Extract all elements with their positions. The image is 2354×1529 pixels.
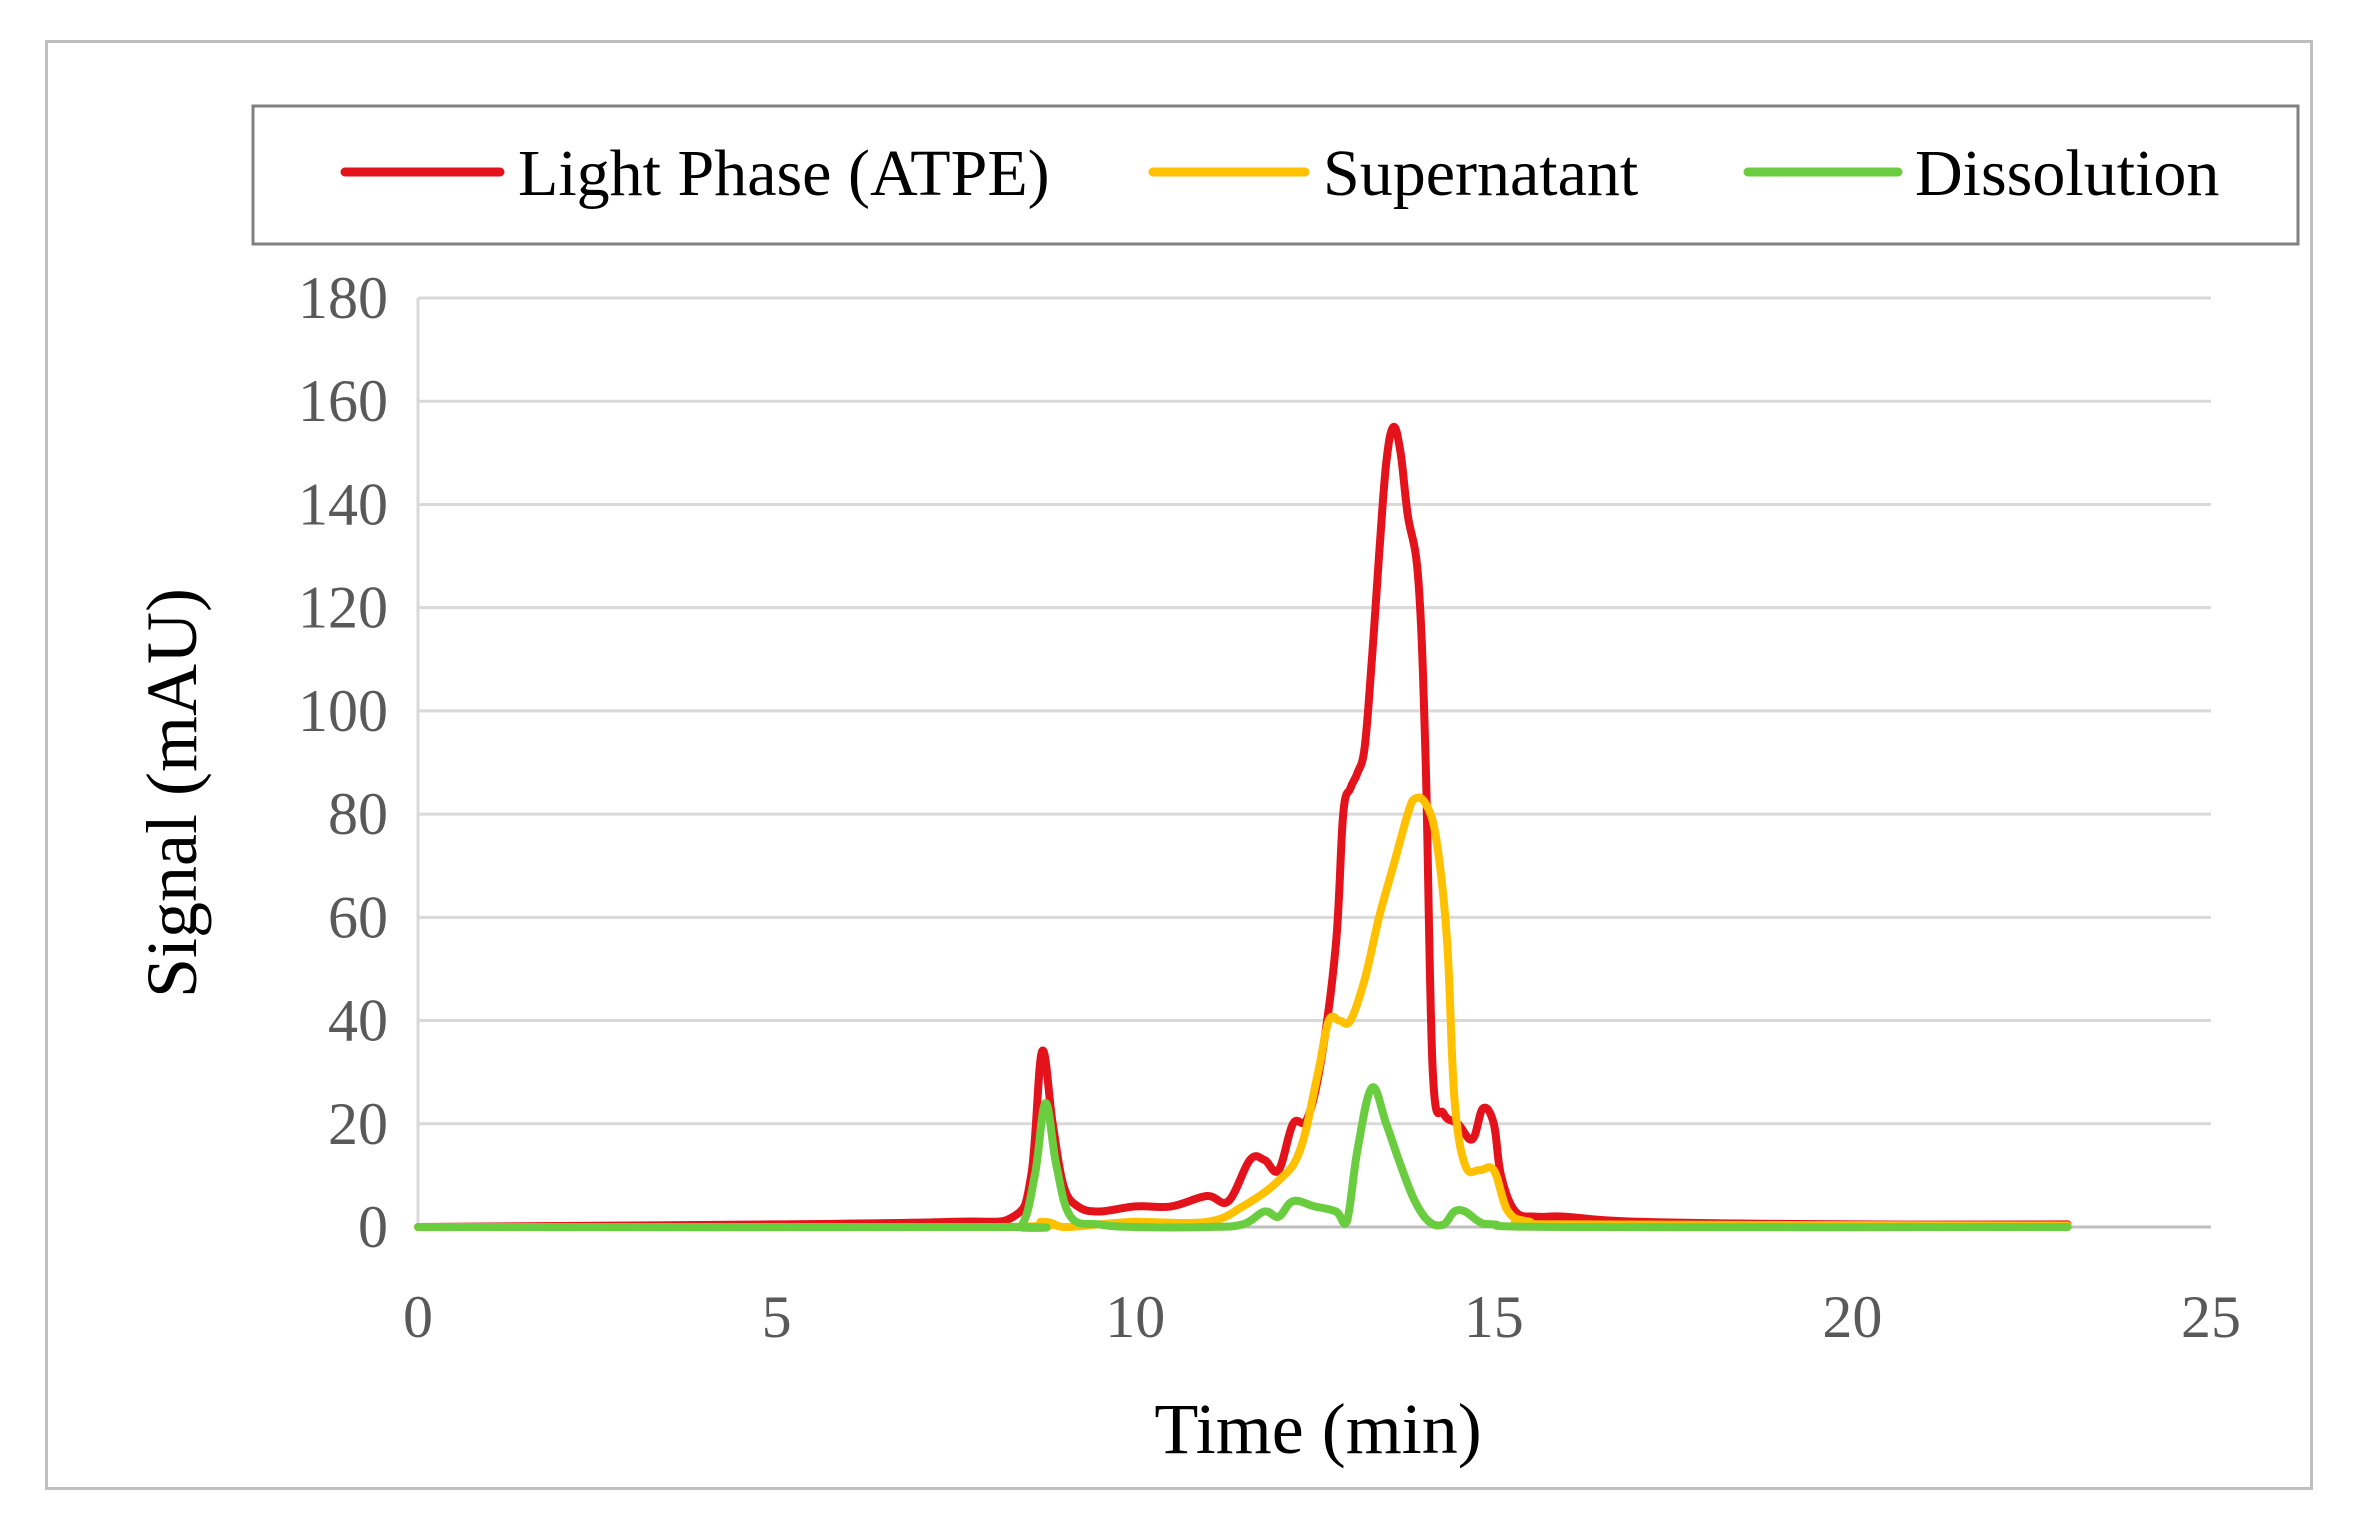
x-tick-label-25: 25 [2181,1284,2241,1350]
x-tick-labels: 0 5 10 15 20 25 [403,1284,2241,1350]
y-tick-label-160: 160 [298,368,388,434]
y-tick-labels: 0 20 40 60 80 100 120 140 160 180 [298,265,388,1260]
x-tick-label-20: 20 [1822,1284,1882,1350]
y-tick-label-40: 40 [328,988,388,1054]
chart-frame: Light Phase (ATPE) Supernatant Dissoluti… [45,40,2313,1490]
x-tick-label-10: 10 [1105,1284,1165,1350]
legend-label-supernatant: Supernatant [1323,137,1638,210]
x-tick-label-5: 5 [762,1284,792,1350]
series-line-light-phase-atpe [414,422,2072,1231]
y-tick-label-60: 60 [328,884,388,950]
y-tick-label-0: 0 [358,1194,388,1260]
y-tick-label-20: 20 [328,1091,388,1157]
legend: Light Phase (ATPE) Supernatant Dissoluti… [251,104,2300,246]
y-axis-title: Signal (mAU) [132,588,212,998]
gridlines [416,296,2211,1229]
series-lines [414,422,2072,1232]
series-line-dissolution [414,1083,2072,1232]
y-tick-label-80: 80 [328,781,388,847]
x-axis-title: Time (min) [1154,1389,1481,1469]
x-tick-label-0: 0 [403,1284,433,1350]
series-line-supernatant [414,793,2072,1232]
legend-label-light-phase: Light Phase (ATPE) [518,137,1050,210]
y-tick-label-120: 120 [298,575,388,641]
legend-label-dissolution: Dissolution [1915,137,2219,210]
y-tick-label-100: 100 [298,678,388,744]
x-tick-label-15: 15 [1464,1284,1524,1350]
chart-svg: Light Phase (ATPE) Supernatant Dissoluti… [132,104,2300,1469]
y-tick-label-180: 180 [298,265,388,331]
y-tick-label-140: 140 [298,471,388,537]
